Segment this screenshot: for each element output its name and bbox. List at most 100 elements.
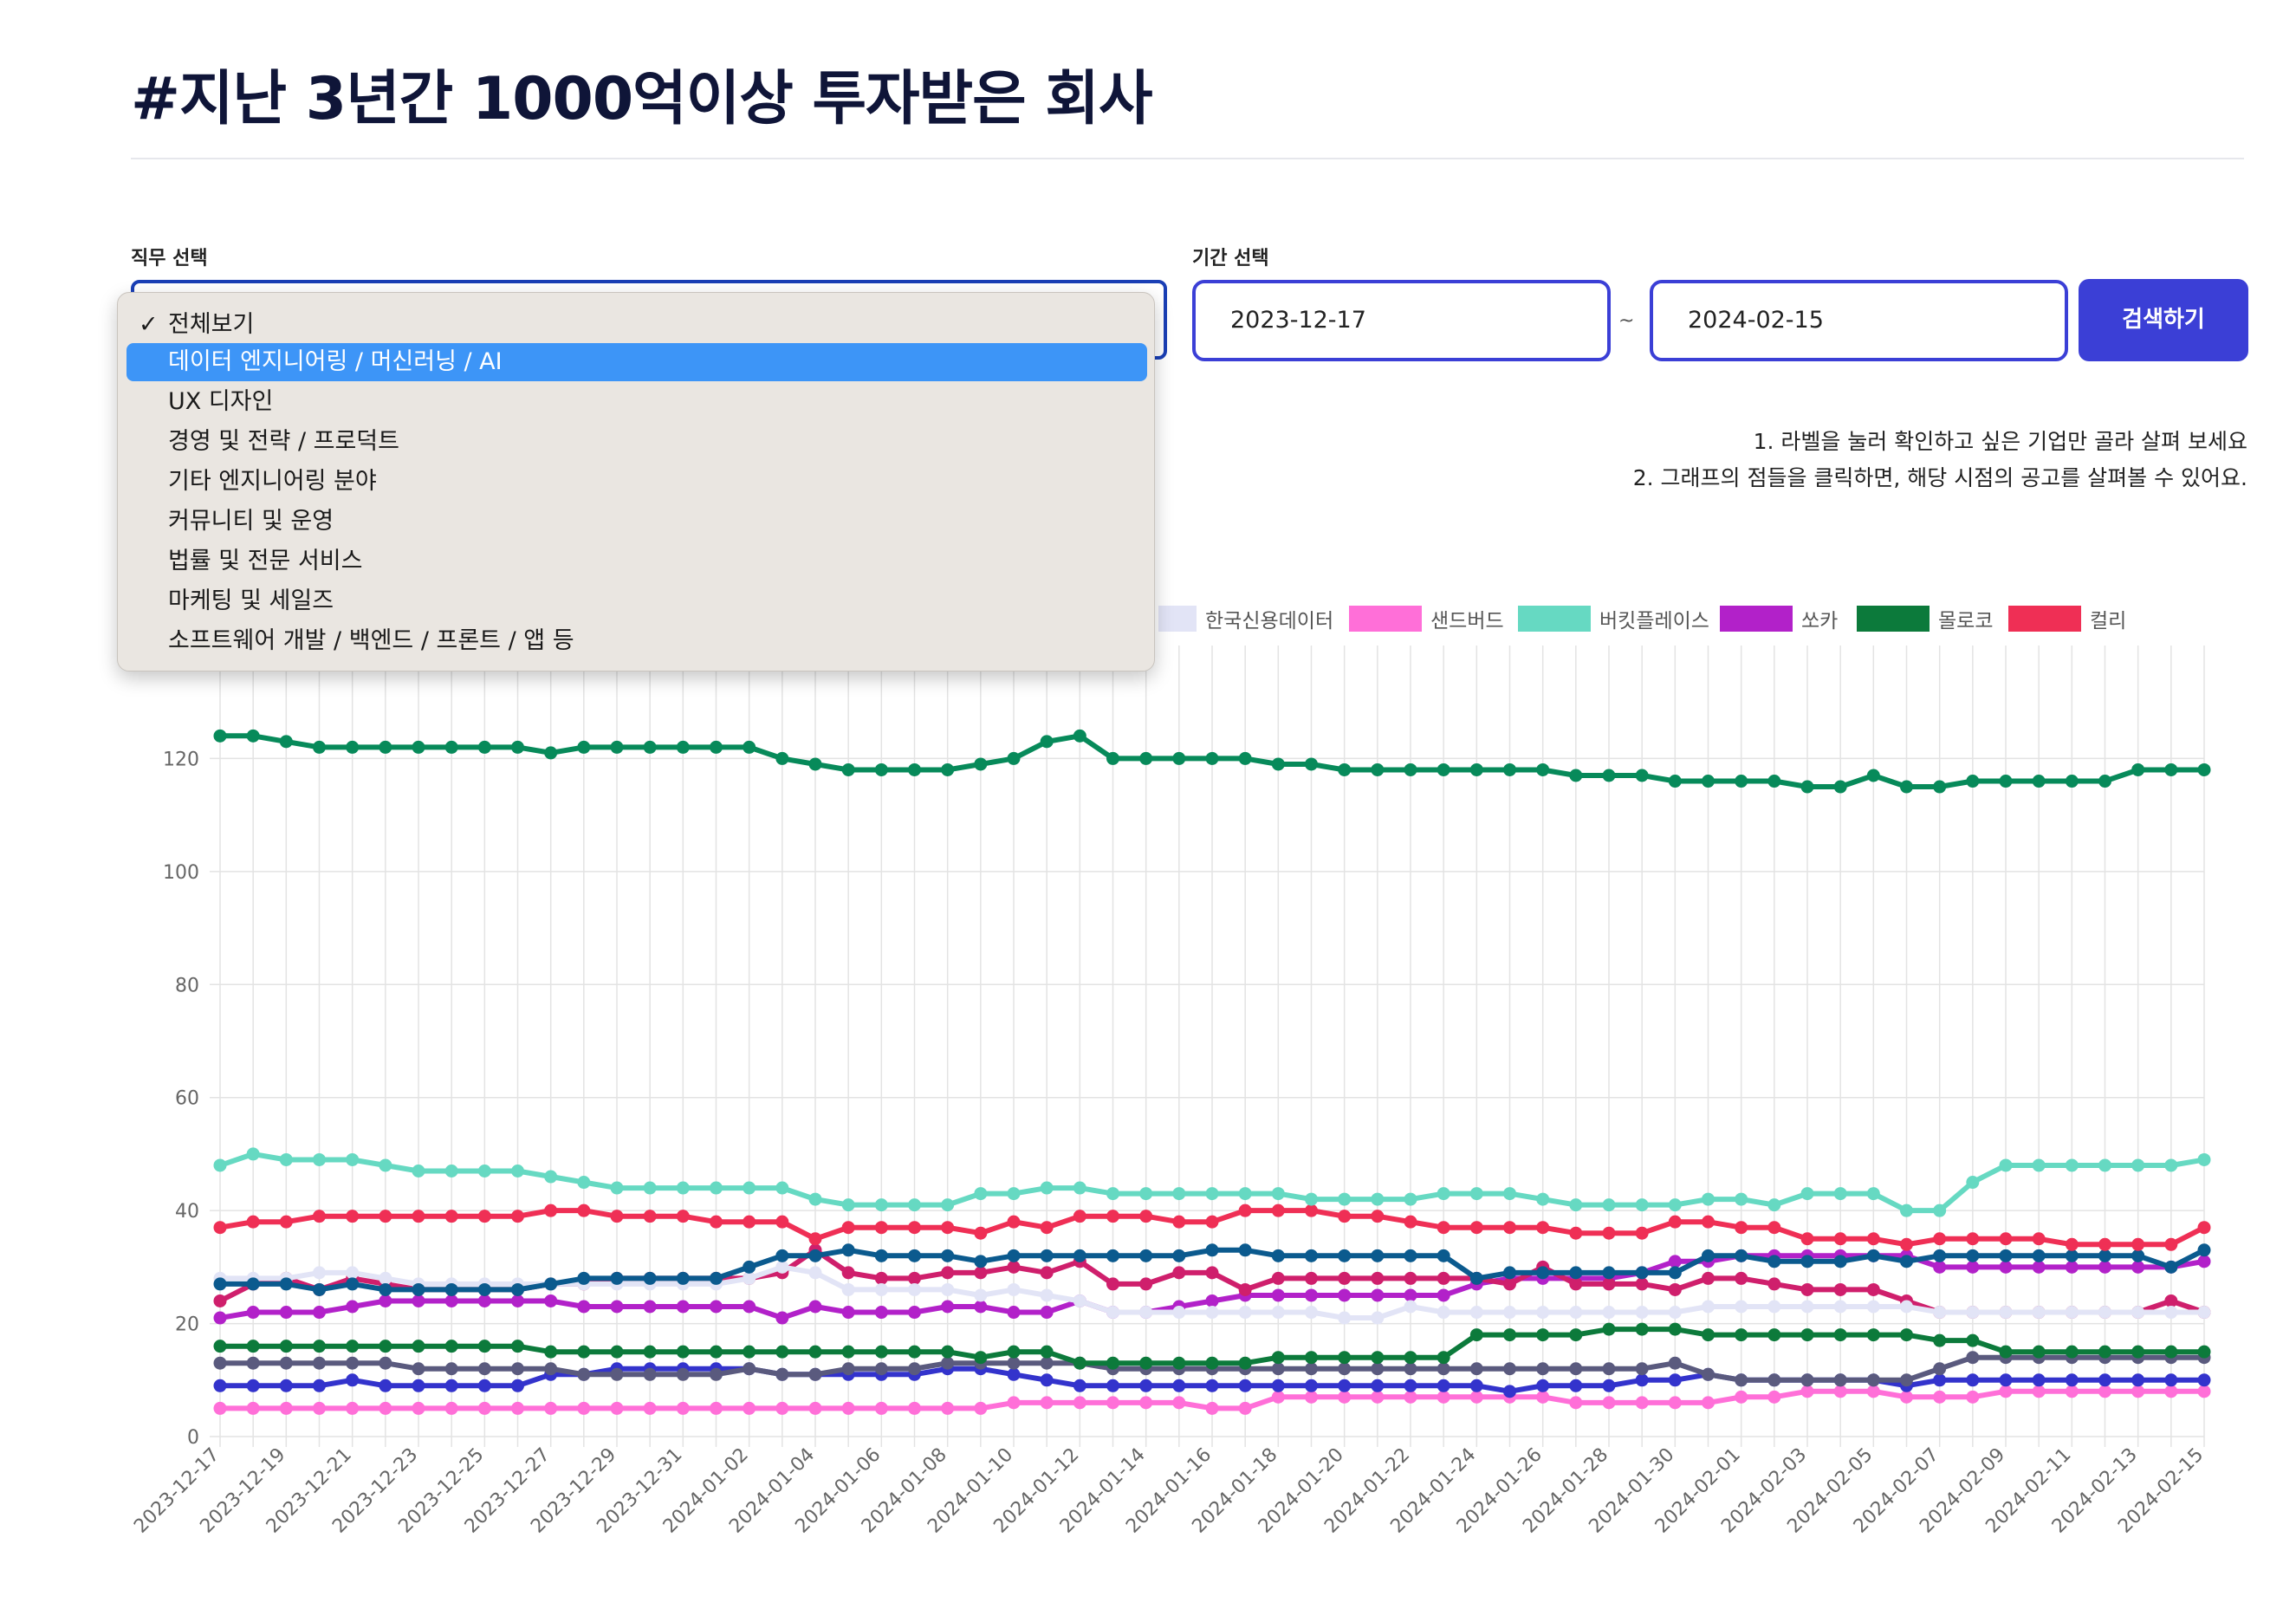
start-date-input[interactable]: 2023-12-17 [1192, 280, 1611, 361]
data-point [279, 1152, 293, 1166]
data-point [974, 757, 988, 771]
dropdown-option[interactable]: 기타 엔지니어링 분야 [126, 463, 1147, 501]
dropdown-option[interactable]: ✓ 전체보기 [126, 306, 1147, 344]
dropdown-option[interactable]: 소프트웨어 개발 / 백엔드 / 프론트 / 앱 등 [126, 622, 1147, 660]
dropdown-option[interactable]: UX 디자인 [126, 383, 1147, 421]
data-point [2065, 1306, 2079, 1320]
data-point [1437, 1187, 1450, 1201]
data-point [2131, 1345, 2145, 1359]
data-point [1833, 1328, 1847, 1342]
dropdown-option[interactable]: 데이터 엔지니어링 / 머신러닝 / AI [126, 343, 1147, 381]
data-point [1040, 1181, 1054, 1195]
data-point [2131, 1373, 2145, 1387]
dropdown-option[interactable]: 경영 및 전략 / 프로덕트 [126, 423, 1147, 461]
data-point [643, 1271, 657, 1285]
data-point [743, 1362, 756, 1376]
data-point [444, 1379, 458, 1392]
legend-item-bucketplace[interactable]: 버킷플레이스 [1518, 605, 1709, 633]
data-point [1800, 1300, 1814, 1314]
data-point [1172, 1396, 1186, 1410]
data-point [1569, 1306, 1583, 1320]
data-point [1007, 751, 1021, 765]
data-point [379, 1294, 392, 1307]
data-point [1933, 1373, 1947, 1387]
data-point [1503, 1328, 1516, 1342]
legend-item-kurly[interactable]: 컬리 [2008, 605, 2126, 633]
data-point [1106, 1249, 1119, 1262]
data-point [1999, 1260, 2013, 1274]
data-point [2197, 1152, 2211, 1166]
data-point [874, 1306, 888, 1320]
data-point [1073, 1249, 1086, 1262]
data-point [1767, 1198, 1781, 1212]
data-point [1966, 1260, 1980, 1274]
data-point [1569, 1396, 1583, 1410]
data-point [808, 1249, 822, 1262]
data-point [1536, 1221, 1550, 1235]
data-point [1338, 1390, 1352, 1404]
legend-item-sendbird[interactable]: 샌드버드 [1349, 605, 1504, 633]
data-point [577, 1345, 591, 1359]
data-point [1668, 1282, 1682, 1296]
data-point [444, 1210, 458, 1223]
legend-item-korea-credit-data[interactable]: 한국신용데이터 [1158, 605, 1333, 633]
data-point [346, 1210, 360, 1223]
data-point [444, 1340, 458, 1353]
data-point [1371, 1288, 1385, 1302]
data-point [511, 1164, 524, 1178]
data-point [1305, 1249, 1318, 1262]
legend-item-socar[interactable]: 쏘카 [1720, 605, 1838, 633]
data-point [1800, 1232, 1814, 1246]
y-tick-label: 20 [175, 1314, 199, 1336]
data-point [808, 1232, 822, 1246]
data-point [941, 1356, 955, 1370]
data-point [1635, 1362, 1649, 1376]
data-point [544, 746, 558, 760]
dropdown-option[interactable]: 마케팅 및 세일즈 [126, 582, 1147, 620]
data-point [1007, 1367, 1021, 1381]
data-point [1205, 1215, 1219, 1229]
data-point [874, 1249, 888, 1262]
data-point [1469, 1362, 1483, 1376]
data-point [1172, 1306, 1186, 1320]
data-point [313, 1306, 326, 1320]
data-point [1966, 1306, 1980, 1320]
data-point [346, 1300, 360, 1314]
data-point [1933, 1306, 1947, 1320]
data-point [1833, 1187, 1847, 1201]
data-point [2197, 1255, 2211, 1268]
data-point [2065, 1249, 2079, 1262]
data-point [1635, 1396, 1649, 1410]
data-point [1205, 1306, 1219, 1320]
data-point [1800, 1282, 1814, 1296]
data-point [643, 1181, 657, 1195]
data-point [1437, 1362, 1450, 1376]
data-point [1437, 762, 1450, 776]
dropdown-option-label: 경영 및 전략 / 프로덕트 [168, 428, 399, 455]
dropdown-option[interactable]: 커뮤니티 및 운영 [126, 503, 1147, 541]
legend-item-moloco[interactable]: 몰로코 [1857, 605, 1993, 633]
data-point [775, 1249, 789, 1262]
data-point [908, 1221, 921, 1235]
data-point [1404, 1192, 1417, 1206]
data-point [1866, 1373, 1880, 1387]
dropdown-option-label: 전체보기 [168, 311, 255, 338]
end-date-input[interactable]: 2024-02-15 [1650, 280, 2068, 361]
data-point [1569, 1277, 1583, 1291]
dropdown-option[interactable]: 법률 및 전문 서비스 [126, 542, 1147, 581]
data-point [1139, 1306, 1153, 1320]
data-point [2032, 775, 2046, 788]
data-point [1767, 1373, 1781, 1387]
data-point [841, 1362, 855, 1376]
data-point [544, 1401, 558, 1415]
legend-label: 몰로코 [1938, 610, 1994, 633]
data-point [1305, 1288, 1318, 1302]
data-point [974, 1351, 988, 1365]
search-button[interactable]: 검색하기 [2079, 279, 2248, 361]
data-point [1702, 1300, 1715, 1314]
legend-label: 컬리 [2090, 610, 2127, 633]
dropdown-option-label: 마케팅 및 세일즈 [168, 587, 334, 614]
dropdown-option-label: 법률 및 전문 서비스 [168, 548, 363, 574]
data-point [2131, 1158, 2145, 1172]
data-point [1702, 1328, 1715, 1342]
